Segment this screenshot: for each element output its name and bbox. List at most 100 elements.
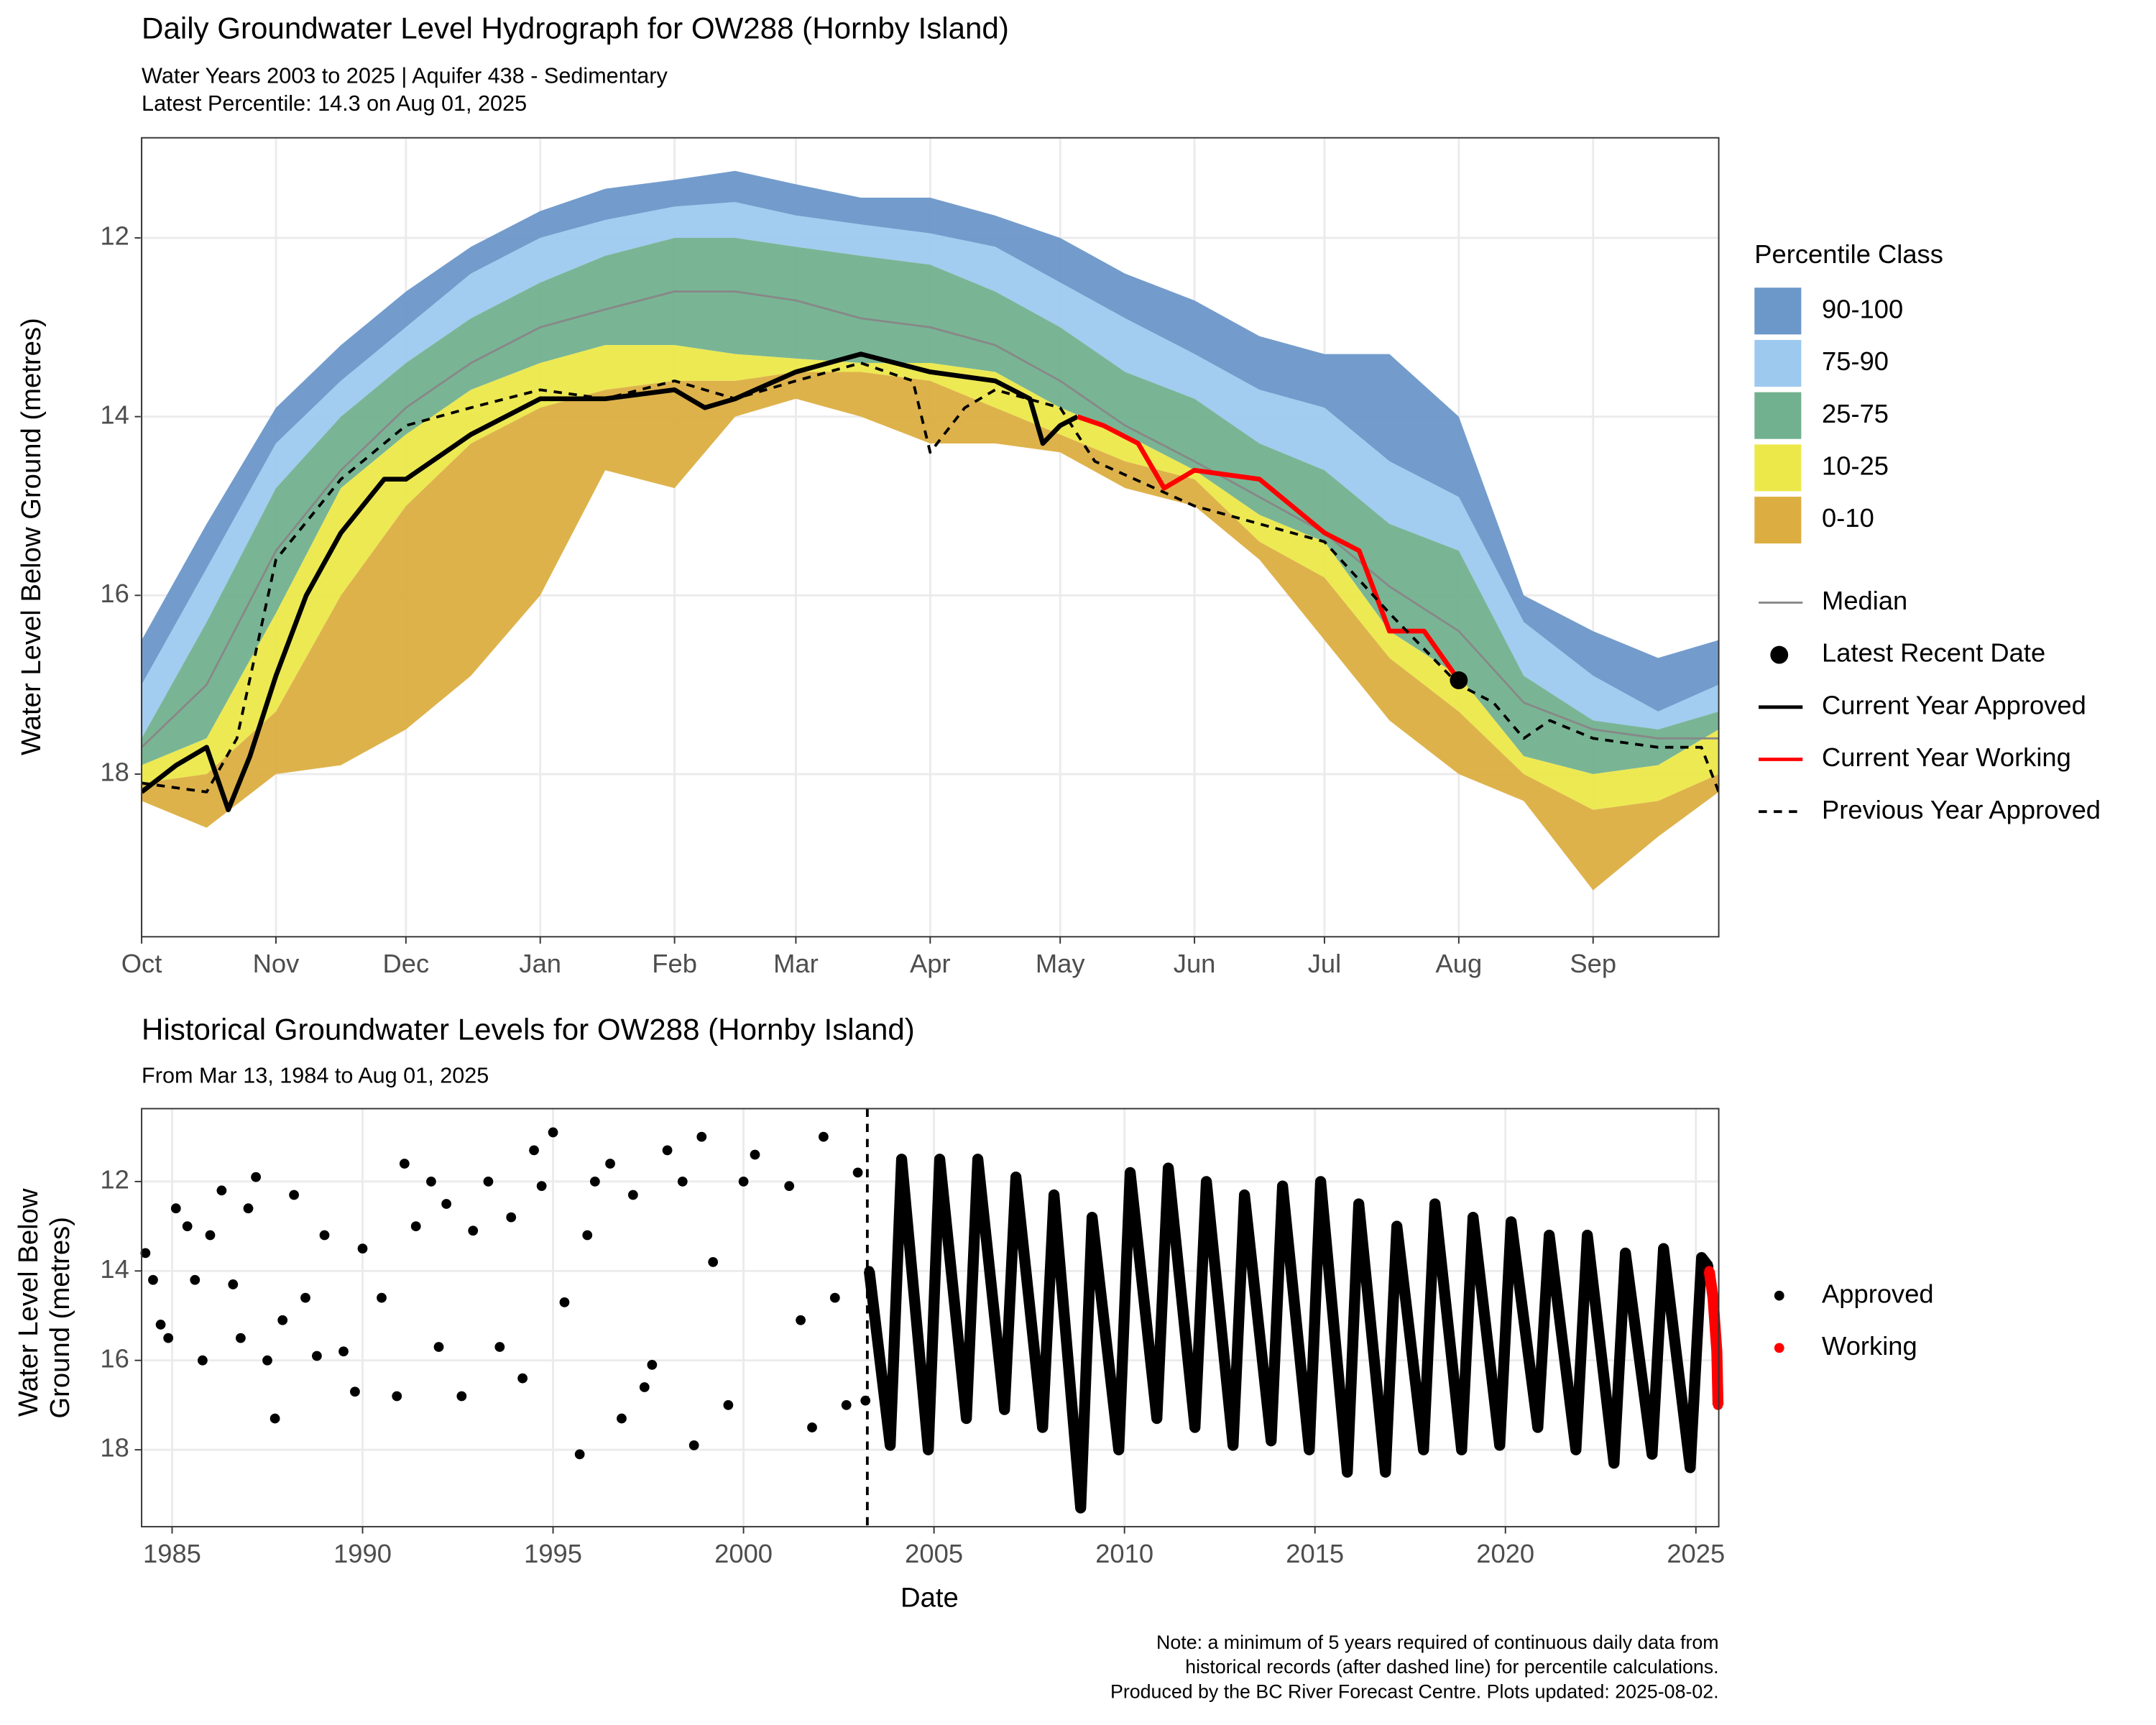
y-axis-label: Water Level Below Ground (metres) (16, 318, 47, 755)
legend-label: Previous Year Approved (1822, 795, 2101, 824)
x-tick-label: 2025 (1667, 1539, 1725, 1568)
point (1227, 1440, 1238, 1450)
point (312, 1351, 322, 1361)
point (1304, 1445, 1314, 1455)
x-tick-label: Sep (1570, 949, 1616, 978)
point (1570, 1445, 1581, 1455)
point (860, 1395, 871, 1406)
point (148, 1274, 158, 1285)
point (1201, 1176, 1212, 1187)
point (517, 1373, 528, 1384)
line (142, 362, 1719, 794)
point (1620, 1248, 1631, 1259)
y-axis-label: Ground (metres) (45, 1217, 75, 1419)
point (723, 1400, 734, 1410)
y-tick-label: 14 (100, 1254, 129, 1284)
point (1704, 1266, 1715, 1276)
point (1646, 1449, 1657, 1460)
legend-marker (1774, 1290, 1784, 1301)
point (708, 1256, 719, 1267)
x-tick-label: 2005 (905, 1539, 963, 1568)
note: Note: a minimum of 5 years required of c… (1156, 1632, 1719, 1653)
legend-swatch (1754, 497, 1802, 544)
x-tick-label: May (1036, 949, 1085, 978)
point (696, 1131, 707, 1142)
legend-label: Working (1822, 1331, 1917, 1361)
point (627, 1190, 638, 1200)
x-tick-label: Jun (1174, 949, 1216, 978)
plot-border (141, 1108, 1720, 1528)
legend-marker (1770, 645, 1789, 664)
point (852, 1167, 863, 1178)
percentile-band (142, 170, 1719, 712)
point (784, 1181, 795, 1191)
x-tick-label: Feb (652, 949, 697, 978)
point (506, 1212, 517, 1223)
point (350, 1386, 360, 1397)
point (1696, 1252, 1707, 1263)
point (1658, 1243, 1669, 1254)
line (142, 290, 1719, 748)
legend-swatch (1754, 444, 1802, 492)
point (639, 1382, 650, 1392)
point (819, 1131, 829, 1142)
point (1608, 1458, 1619, 1468)
point (796, 1315, 806, 1325)
point (688, 1440, 699, 1450)
subtitle: From Mar 13, 1984 to Aug 01, 2025 (142, 1064, 489, 1088)
x-tick-label: Mar (773, 949, 819, 978)
series-trace (863, 1154, 1713, 1514)
x-tick-label: 1985 (143, 1539, 201, 1568)
point (750, 1149, 760, 1160)
point (1151, 1413, 1162, 1424)
point (190, 1274, 201, 1285)
point (1708, 1292, 1718, 1303)
point (923, 1445, 934, 1455)
point (140, 1248, 151, 1259)
point (410, 1221, 421, 1231)
point (1037, 1422, 1048, 1432)
point (1277, 1181, 1288, 1191)
point (277, 1315, 288, 1325)
point (536, 1181, 547, 1191)
point (1049, 1190, 1059, 1200)
point (1342, 1467, 1353, 1478)
point (1532, 1422, 1543, 1432)
point (1113, 1445, 1124, 1455)
point (1712, 1346, 1722, 1357)
point (1315, 1176, 1326, 1187)
latest-point (1450, 671, 1468, 689)
point (1163, 1163, 1174, 1174)
point (999, 1404, 1010, 1415)
plot-border (141, 137, 1720, 938)
line (142, 351, 1079, 813)
subtitle: Latest Percentile: 14.3 on Aug 01, 2025 (142, 91, 527, 116)
point (1544, 1230, 1554, 1241)
point (468, 1225, 479, 1236)
legend-label: 10-25 (1822, 451, 1889, 481)
point (399, 1159, 410, 1169)
point (300, 1292, 310, 1303)
y-tick-label: 16 (100, 1343, 129, 1373)
point (1418, 1445, 1429, 1455)
percentile-band (142, 202, 1719, 739)
series-trace (1703, 1270, 1724, 1406)
point (1391, 1221, 1402, 1231)
point (319, 1230, 330, 1241)
legend-swatch (1754, 288, 1802, 335)
subtitle: Water Years 2003 to 2025 | Aquifer 438 -… (142, 64, 668, 88)
point (155, 1320, 166, 1330)
point (582, 1230, 593, 1241)
point (456, 1391, 467, 1402)
point (392, 1391, 402, 1402)
point (829, 1292, 840, 1303)
point (1582, 1230, 1593, 1241)
y-tick-label: 12 (100, 221, 129, 251)
point (216, 1185, 227, 1196)
point (377, 1292, 387, 1303)
legend-label: Latest Recent Date (1822, 638, 2045, 668)
point (270, 1413, 280, 1424)
point (163, 1333, 174, 1343)
